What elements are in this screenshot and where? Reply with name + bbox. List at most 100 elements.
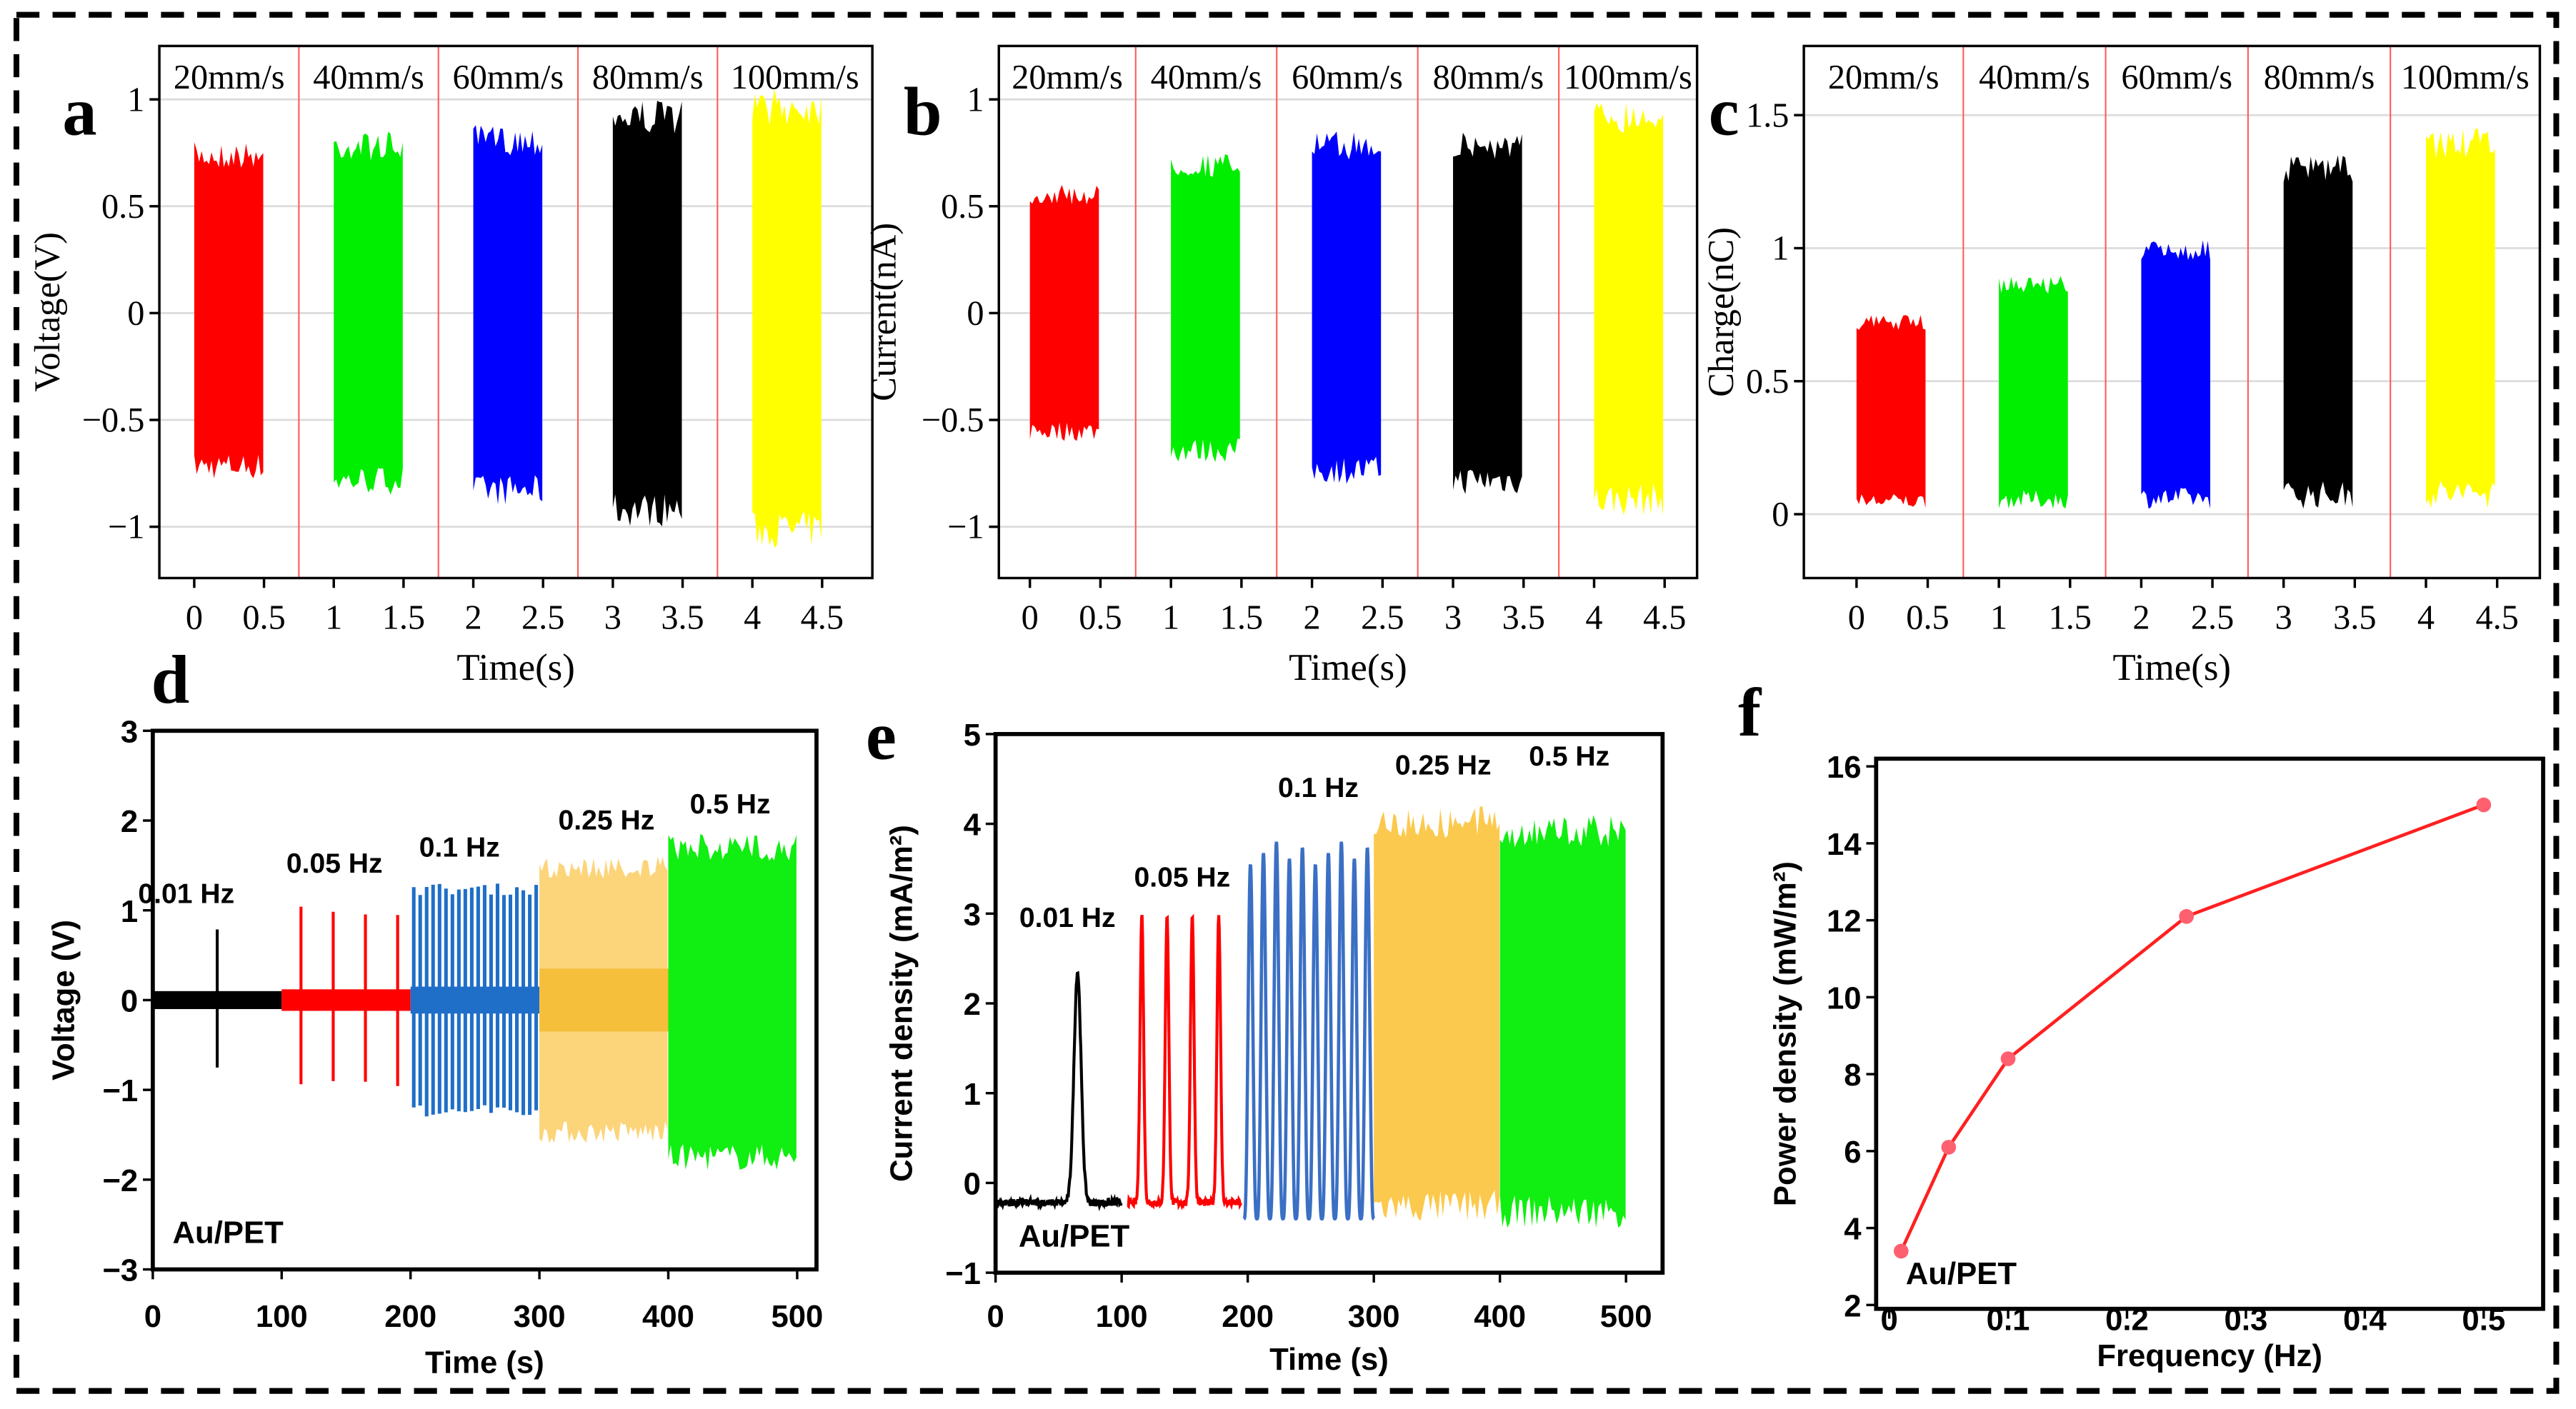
waveform-core (539, 968, 669, 1032)
frequency-label: 0.01 Hz (1019, 903, 1116, 933)
y-axis-label: Current density (mA/m²) (884, 825, 919, 1182)
y-tick-label: 0 (964, 1167, 981, 1202)
waveform-envelope (1999, 276, 2068, 509)
waveform-line (1127, 913, 1242, 1210)
x-tick-label: 3 (2275, 599, 2292, 637)
y-tick-label: −3 (102, 1253, 138, 1288)
x-tick-label: 300 (1348, 1299, 1400, 1334)
y-tick-label: 16 (1827, 750, 1862, 785)
x-tick-label: 3.5 (1502, 599, 1545, 637)
x-tick-label: 0.5 (1079, 599, 1122, 637)
series-60mm-s (1312, 131, 1382, 484)
waveform-envelope (1594, 102, 1664, 516)
waveform-envelope (334, 131, 403, 495)
series-40mm-s (1999, 276, 2068, 509)
speed-header-label: 20mm/s (1012, 59, 1123, 96)
y-axis-label: Current(nA) (863, 223, 903, 401)
y-tick-label: 6 (1844, 1135, 1861, 1170)
x-tick-label: 3 (1444, 599, 1462, 637)
y-tick-label: −2 (102, 1163, 138, 1198)
series-0-5-Hz (1499, 815, 1626, 1228)
y-tick-label: 3 (964, 897, 981, 932)
panel-d: d0.01 Hz0.05 Hz0.1 Hz0.25 Hz0.5 Hz0 100 20… (46, 641, 823, 1380)
speed-header-label: 80mm/s (2264, 59, 2375, 96)
panel-letter: b (904, 74, 942, 150)
y-tick-label: −0.5 (82, 401, 145, 439)
speed-header-label: 100mm/s (731, 59, 859, 96)
x-tick-label: 2 (2132, 599, 2150, 637)
data-point (2000, 1051, 2016, 1066)
x-axis-label: Time (s) (1269, 1342, 1389, 1377)
x-tick-label: 4 (744, 599, 761, 637)
x-tick-label: 0 (987, 1299, 1004, 1334)
panel-b: b 20mm/s 40mm/s 60mm/s 80mm/s 100mm/s 0 0.5 1 1.5… (863, 44, 1699, 688)
speed-header-label: 80mm/s (1433, 59, 1544, 96)
series-20mm-s (1029, 184, 1099, 441)
x-tick-label: 1.5 (2049, 599, 2092, 637)
sample-annotation: Au/PET (1019, 1218, 1130, 1253)
y-tick-label: −1 (947, 508, 984, 546)
y-tick-label: 3 (121, 714, 138, 749)
sample-annotation: Au/PET (172, 1215, 284, 1250)
series-100mm-s (2425, 128, 2495, 508)
x-tick-label: 0 (1848, 599, 1865, 637)
x-tick-label: 4.5 (801, 599, 844, 637)
waveform-envelope (2141, 240, 2211, 509)
x-tick-label: 1.5 (382, 599, 425, 637)
series-60mm-s (2141, 240, 2211, 509)
y-tick-label: 4 (1844, 1212, 1862, 1247)
y-tick-label: 1.5 (1746, 96, 1789, 134)
data-point (1893, 1243, 1909, 1259)
y-tick-label: −1 (945, 1256, 981, 1291)
x-tick-label: 0.5 (1906, 599, 1949, 637)
frequency-label: 0.05 Hz (286, 848, 383, 879)
series-100mm-s (1594, 102, 1664, 516)
x-tick-label: 4.5 (2475, 599, 2518, 637)
waveform-baseline (410, 986, 540, 1014)
series-0-05-Hz (281, 906, 411, 1086)
panel-e: e0.01 Hz0.05 Hz0.1 Hz0.25 Hz 0.5 Hz0 100 20… (866, 697, 1665, 1377)
waveform-envelope (1029, 184, 1099, 441)
x-tick-label: 500 (1600, 1299, 1652, 1334)
x-tick-label: 0.1 (1987, 1303, 2030, 1338)
x-axis-label: Time(s) (1289, 647, 1407, 688)
x-tick-label: 1 (325, 599, 342, 637)
speed-header-label: 40mm/s (313, 59, 424, 96)
x-tick-label: 0.2 (2105, 1303, 2149, 1338)
waveform-envelope (2283, 155, 2353, 509)
y-tick-label: 10 (1827, 981, 1862, 1016)
speed-header-label: 60mm/s (453, 59, 564, 96)
series-0-25-Hz (1374, 806, 1500, 1221)
panel-letter: d (151, 641, 190, 718)
y-tick-label: 0.5 (941, 188, 984, 226)
x-tick-label: 0.5 (242, 599, 285, 637)
waveform-envelope (1499, 815, 1626, 1228)
series-80mm-s (1453, 132, 1522, 494)
y-tick-label: 2 (964, 987, 981, 1022)
frequency-label: 0.05 Hz (1134, 863, 1231, 893)
x-tick-label: 200 (384, 1299, 436, 1334)
waveform-envelope (1856, 314, 1926, 508)
x-axis-label: Time(s) (456, 647, 575, 688)
series-40mm-s (1171, 154, 1240, 462)
speed-header-label: 60mm/s (1292, 59, 1403, 96)
y-tick-label: 14 (1827, 827, 1862, 862)
waveform-envelope (1453, 132, 1522, 494)
y-tick-label: 0 (1772, 496, 1789, 533)
series-0-1-Hz (1242, 841, 1375, 1221)
frequency-label: 0.5 Hz (690, 789, 771, 820)
panel-a: a 20mm/s 40mm/s 60mm/s 80mm/s 100mm/s 0 0.5 1 1.5… (27, 44, 874, 688)
x-tick-label: 400 (1474, 1299, 1526, 1334)
x-tick-label: 200 (1222, 1299, 1274, 1334)
speed-header-label: 100mm/s (1564, 59, 1692, 96)
speed-header-label: 20mm/s (1828, 59, 1940, 96)
series-40mm-s (334, 131, 403, 495)
y-tick-label: −0.5 (922, 401, 984, 439)
y-axis-label: Power density (mW/m²) (1768, 861, 1803, 1206)
x-tick-label: 2.5 (2191, 599, 2234, 637)
x-tick-label: 2.5 (1361, 599, 1404, 637)
y-axis-label: Voltage(V) (27, 232, 67, 392)
x-tick-label: 3 (604, 599, 621, 637)
frequency-label: 0.1 Hz (1278, 773, 1359, 803)
x-tick-label: 2 (464, 599, 481, 637)
